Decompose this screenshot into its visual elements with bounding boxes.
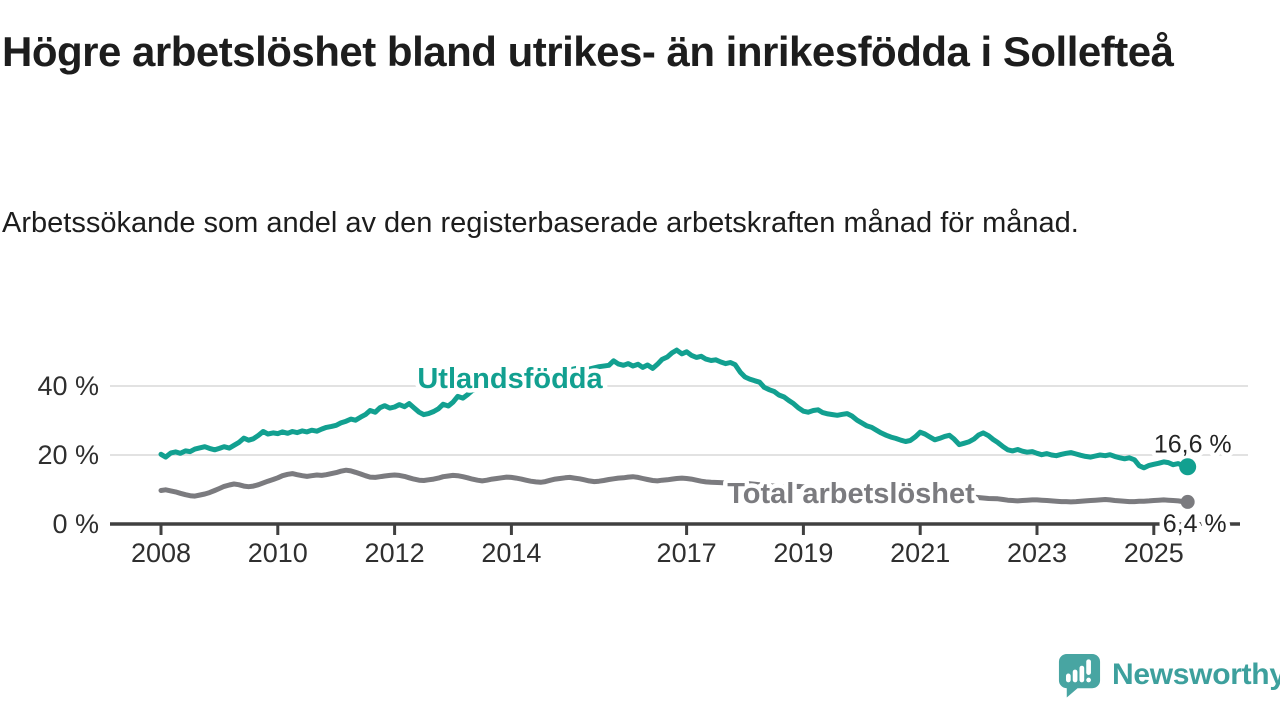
y-tick-label: 0 %	[52, 509, 99, 539]
x-tick-label: 2019	[773, 538, 833, 568]
x-tick-label: 2014	[481, 538, 541, 568]
series-line-utlandsfodda	[158, 347, 1191, 471]
series-label-utlandsfodda: Utlandsfödda	[417, 363, 603, 395]
end-dot-utlandsfodda	[1179, 458, 1197, 476]
chart-subtitle: Arbetssökande som andel av den registerb…	[2, 207, 1079, 239]
logo-exclamation-bar	[1086, 659, 1091, 675]
logo-bar-2	[1072, 669, 1078, 683]
x-tick-label: 2012	[365, 538, 425, 568]
logo-exclamation-dot	[1086, 677, 1091, 683]
series-line-total	[158, 467, 1191, 505]
logo-bar-3	[1079, 665, 1085, 683]
end-dot-total	[1180, 494, 1195, 509]
y-tick-label: 20 %	[37, 440, 99, 470]
logo-bar-1	[1065, 673, 1071, 683]
x-tick-label: 2008	[131, 538, 191, 568]
newsworthy-wordmark: Newsworthy	[1112, 657, 1280, 691]
end-value-label-total: 6,4 %	[1163, 510, 1227, 538]
x-tick-label: 2025	[1124, 538, 1184, 568]
x-tick-label: 2017	[657, 538, 717, 568]
chart-title: Högre arbetslöshet bland utrikes- än inr…	[2, 28, 1174, 75]
end-value-label-utlandsfodda: 16,6 %	[1154, 431, 1232, 459]
newsworthy-branding: Newsworthy	[1056, 651, 1280, 698]
y-tick-label: 40 %	[37, 371, 99, 401]
x-tick-label: 2023	[1007, 538, 1067, 568]
newsworthy-logo-icon	[1058, 653, 1101, 698]
x-tick-label: 2010	[248, 538, 308, 568]
x-tick-label: 2021	[890, 538, 950, 568]
series-label-total: Total arbetslöshet	[727, 478, 975, 510]
